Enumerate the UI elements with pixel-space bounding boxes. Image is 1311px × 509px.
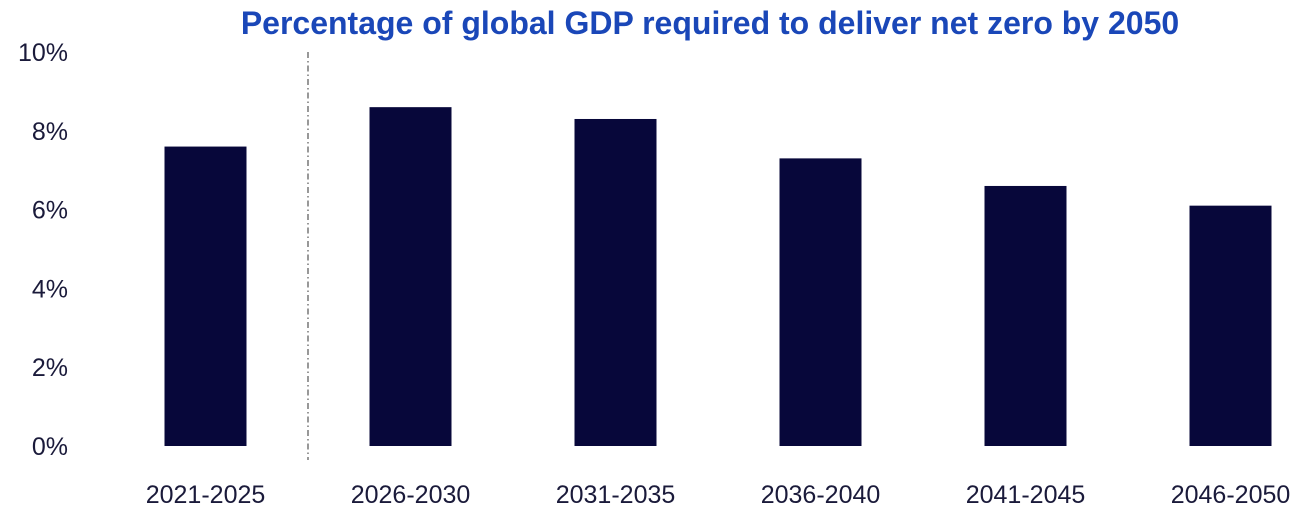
- x-tick-label: 2041-2045: [966, 481, 1086, 509]
- x-tick-label: 2031-2035: [556, 481, 676, 509]
- bar-2031-2035: [574, 118, 657, 446]
- y-tick-label: 4%: [32, 275, 68, 303]
- y-tick-label: 6%: [32, 197, 68, 225]
- x-tick-label: 2036-2040: [761, 481, 881, 509]
- y-axis-ticks: 0% 2% 4% 6% 8% 10%: [18, 39, 68, 461]
- y-tick-label: 10%: [18, 39, 68, 67]
- y-tick-label: 0%: [32, 433, 68, 461]
- bars-layer: [164, 107, 1272, 446]
- y-tick-label: 8%: [32, 118, 68, 146]
- bar-2036-2040: [779, 158, 862, 446]
- bar-2021-2025: [164, 146, 247, 446]
- chart-title: Percentage of global GDP required to del…: [241, 5, 1179, 41]
- y-tick-label: 2%: [32, 354, 68, 382]
- bar-2041-2045: [984, 185, 1067, 446]
- bar-2046-2050: [1189, 205, 1272, 446]
- x-tick-label: 2021-2025: [146, 481, 266, 509]
- x-tick-label: 2046-2050: [1171, 481, 1291, 509]
- x-axis-labels: 2021-2025 2026-2030 2031-2035 2036-2040 2041…: [146, 481, 1291, 509]
- x-tick-label: 2026-2030: [351, 481, 471, 509]
- bar-2026-2030: [369, 107, 452, 446]
